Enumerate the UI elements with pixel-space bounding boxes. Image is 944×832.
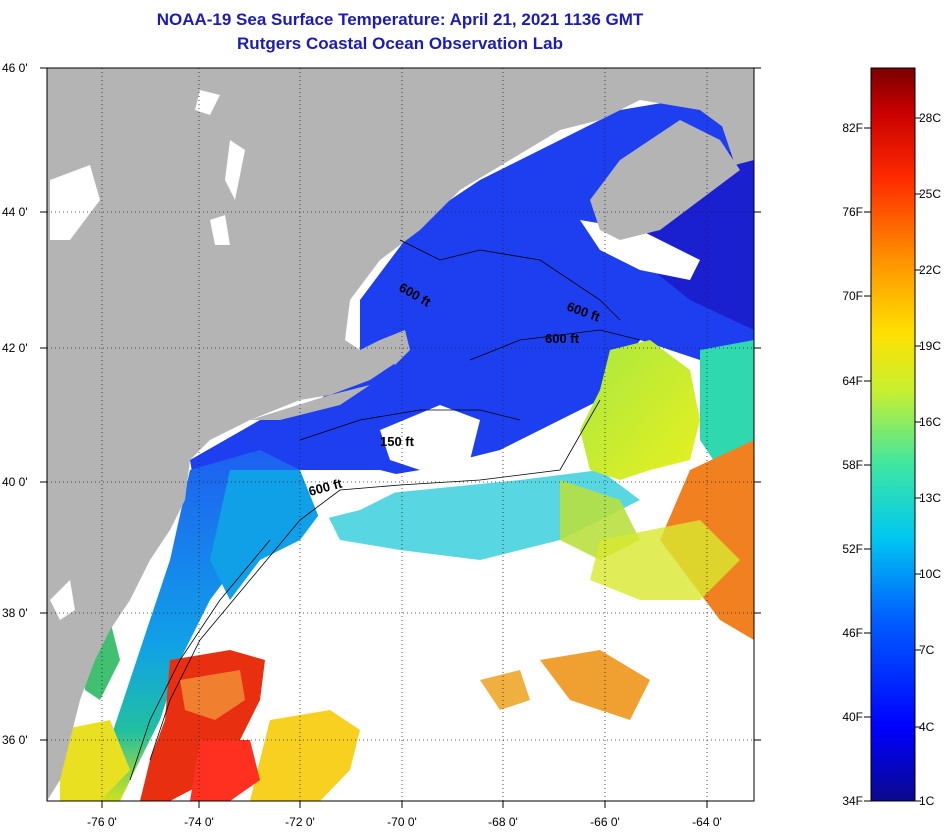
land-cape-cod	[380, 330, 410, 365]
contour-600ft	[149, 399, 601, 761]
lat-label: 44 0'	[2, 205, 28, 219]
lon-label: -76 0'	[87, 815, 117, 829]
lon-label: -66 0'	[590, 815, 620, 829]
temp-label-f: 82F	[842, 121, 863, 135]
gulf-stream-band	[590, 520, 740, 600]
lake	[195, 90, 220, 115]
temp-label-c: 10C	[919, 567, 941, 581]
shelf-band	[210, 470, 330, 600]
temp-label-f: 76F	[842, 205, 863, 219]
coastal-yellow	[60, 720, 130, 801]
temp-label-c: 19C	[919, 339, 941, 353]
temp-label-c: 4C	[919, 720, 935, 734]
map-title: NOAA-19 Sea Surface Temperature: April 2…	[156, 10, 644, 29]
temp-label-c: 7C	[919, 643, 935, 657]
lat-label: 40 0'	[2, 475, 28, 489]
contour-label-3: 600 ft	[545, 331, 580, 346]
lon-label: -70 0'	[387, 815, 417, 829]
warm-patch	[180, 670, 245, 720]
temp-label-f: 40F	[842, 710, 863, 724]
contour-600ft	[399, 239, 621, 321]
cloud-patch	[300, 470, 420, 520]
contour-label-4: 150 ft	[380, 434, 415, 449]
lat-label: 36 0'	[2, 733, 28, 747]
cloud-patch	[380, 405, 480, 470]
lat-label: 46 0'	[2, 61, 28, 75]
color-bar: 82F 76F 70F 64F 58F 52F 46F 40F 34F 28C …	[842, 67, 941, 808]
land-cape-breton	[720, 110, 754, 165]
temp-label-f: 34F	[842, 794, 863, 808]
map-canvas: 600 ft 600 ft 600 ft 150 ft 600 ft	[47, 68, 754, 801]
temp-label-c: 13C	[919, 491, 941, 505]
lon-label: -64 0'	[692, 815, 722, 829]
temp-label-c: 22C	[919, 263, 941, 277]
temp-label-f: 52F	[842, 542, 863, 556]
temp-label-f: 46F	[842, 626, 863, 640]
temp-label-c: 16C	[919, 415, 941, 429]
land-long-island	[250, 385, 370, 420]
warm-patch-mid	[480, 670, 530, 710]
lon-label: -74 0'	[184, 815, 214, 829]
map-frame	[46, 67, 755, 802]
land-nova-scotia	[590, 120, 740, 240]
temp-label-f: 64F	[842, 374, 863, 388]
lat-label: 38 0'	[2, 606, 28, 620]
temp-label-c: 28C	[919, 111, 941, 125]
warm-south-b	[190, 740, 260, 801]
warm-patch-east	[540, 650, 650, 720]
lon-label: -68 0'	[488, 815, 518, 829]
lon-label: -72 0'	[285, 815, 315, 829]
temp-label-f: 70F	[842, 289, 863, 303]
lat-label: 42 0'	[2, 341, 28, 355]
lake	[50, 580, 75, 620]
warm-eddy	[580, 340, 700, 480]
lake	[225, 140, 245, 200]
contour-150ft	[299, 409, 521, 441]
tick-marks	[40, 67, 761, 808]
lake	[50, 165, 100, 240]
warm-eddy-east	[700, 340, 754, 470]
temp-label-f: 58F	[842, 458, 863, 472]
temp-label-c: 25C	[919, 187, 941, 201]
map-subtitle: Rutgers Coastal Ocean Observation Lab	[237, 34, 563, 53]
warm-south	[250, 710, 360, 801]
temp-label-c: 1C	[919, 794, 935, 808]
color-bar-scale	[870, 67, 916, 802]
lake	[210, 215, 230, 245]
land-mainland	[47, 68, 754, 801]
contour-600ft	[469, 329, 641, 361]
